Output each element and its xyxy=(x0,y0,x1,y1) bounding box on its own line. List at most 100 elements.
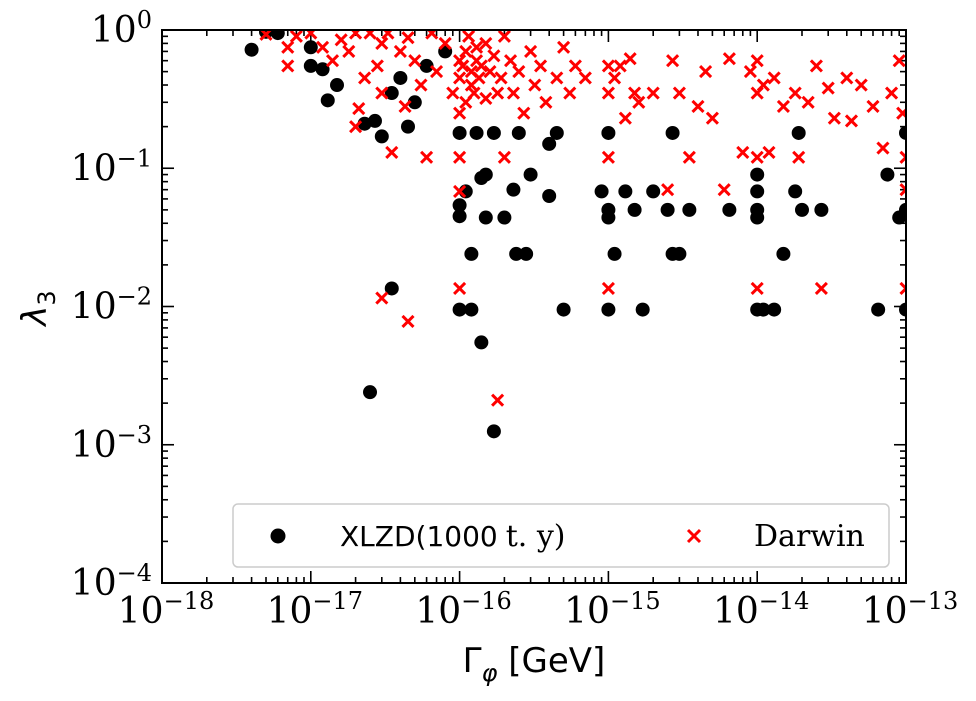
xlzd-point xyxy=(682,202,697,217)
darwin-point xyxy=(756,78,770,92)
xlzd-point xyxy=(601,125,616,140)
darwin-point xyxy=(517,106,531,120)
xlzd-point xyxy=(607,246,622,261)
darwin-point xyxy=(497,150,511,164)
darwin-point xyxy=(349,120,363,134)
darwin-point xyxy=(866,99,880,113)
xlzd-point xyxy=(486,125,501,140)
darwin-point xyxy=(429,65,444,79)
xlzd-point xyxy=(756,302,771,317)
xlzd-point xyxy=(660,202,675,217)
darwin-point xyxy=(420,150,434,164)
darwin-point xyxy=(381,30,395,40)
darwin-point xyxy=(821,81,835,95)
darwin-point xyxy=(342,44,356,58)
darwin-point xyxy=(814,281,828,296)
x-tick-label: 10−15 xyxy=(564,587,660,632)
darwin-point xyxy=(736,145,750,160)
xlzd-point xyxy=(270,30,285,41)
darwin-point xyxy=(750,54,764,68)
darwin-point xyxy=(506,86,520,100)
darwin-point xyxy=(453,150,467,164)
xlzd-point xyxy=(871,302,886,317)
x-tick-label: 10−14 xyxy=(713,587,809,632)
legend-circle-icon xyxy=(270,528,286,544)
xlzd-point xyxy=(618,184,633,199)
xlzd-point xyxy=(486,424,501,439)
xlzd-point xyxy=(469,125,484,140)
darwin-point xyxy=(453,71,467,85)
darwin-point xyxy=(363,30,377,40)
darwin-point xyxy=(557,40,571,54)
xlzd-point xyxy=(519,246,534,261)
xlzd-point xyxy=(523,167,538,182)
xlzd-point xyxy=(419,58,434,73)
darwin-point xyxy=(840,71,854,85)
xlzd-point xyxy=(374,129,389,144)
darwin-point xyxy=(601,150,615,164)
darwin-point xyxy=(661,183,675,197)
darwin-point xyxy=(776,99,790,113)
x-tick-label: 10−18 xyxy=(118,587,214,632)
y-tick-label: 10−2 xyxy=(71,283,152,328)
darwin-point xyxy=(550,71,564,85)
xlzd-point xyxy=(665,125,680,140)
darwin-point xyxy=(854,78,868,92)
xlzd-point xyxy=(542,188,557,203)
xlzd-point xyxy=(556,302,571,317)
darwin-point xyxy=(398,99,412,113)
darwin-point xyxy=(528,78,542,92)
darwin-point xyxy=(699,65,713,79)
xlzd-point xyxy=(303,40,318,55)
xlzd-point xyxy=(750,210,765,225)
darwin-point xyxy=(349,30,363,40)
xlzd-point xyxy=(464,246,479,261)
x-tick-label: 10−13 xyxy=(862,587,958,632)
darwin-point xyxy=(438,36,452,50)
x-tick-label: 10−16 xyxy=(415,587,511,632)
tick-labels: 10−18 10−17 10−16 10−15 10−14 10−13 10−4 10−3 10… xyxy=(71,6,958,632)
darwin-point xyxy=(750,150,764,164)
darwin-point xyxy=(304,30,318,40)
darwin-point xyxy=(876,141,890,155)
xlzd-point xyxy=(244,42,259,57)
y-tick-label: 10−3 xyxy=(71,421,152,466)
darwin-point xyxy=(563,86,577,100)
darwin-point xyxy=(892,54,906,68)
darwin-point xyxy=(512,65,526,79)
xlzd-point xyxy=(791,125,806,140)
xlzd-point xyxy=(367,113,382,128)
legend-label-xlzd-units: t. y) xyxy=(506,519,566,554)
darwin-point xyxy=(401,31,415,45)
xlzd-point xyxy=(400,119,415,134)
xlzd-point xyxy=(542,136,557,151)
darwin-point xyxy=(788,86,802,100)
xlzd-point xyxy=(506,182,521,197)
darwin-point xyxy=(601,281,615,296)
xlzd-point xyxy=(384,86,399,101)
darwin-point xyxy=(533,59,548,73)
xlzd-point xyxy=(601,302,616,317)
darwin-point xyxy=(524,44,538,58)
darwin-point xyxy=(483,65,497,79)
legend: XLZD(1000 t. y) Darwin xyxy=(232,503,890,568)
xlzd-point xyxy=(788,184,803,199)
darwin-point xyxy=(414,78,428,92)
darwin-point xyxy=(578,71,592,85)
xlzd-point xyxy=(363,385,378,400)
darwin-point xyxy=(281,40,295,54)
plot-frame xyxy=(161,29,907,584)
xlzd-point xyxy=(601,210,616,225)
xlzd-point xyxy=(497,210,512,225)
darwin-point xyxy=(885,86,899,100)
y-tick-label: 10−4 xyxy=(71,559,152,604)
xlzd-point xyxy=(672,246,687,261)
xlzd-point xyxy=(464,302,479,317)
darwin-point xyxy=(792,150,806,164)
darwin-point xyxy=(375,291,389,305)
xlzd-point xyxy=(407,95,422,110)
darwin-point xyxy=(408,54,422,68)
darwin-point xyxy=(479,36,493,50)
darwin-point xyxy=(281,59,295,73)
